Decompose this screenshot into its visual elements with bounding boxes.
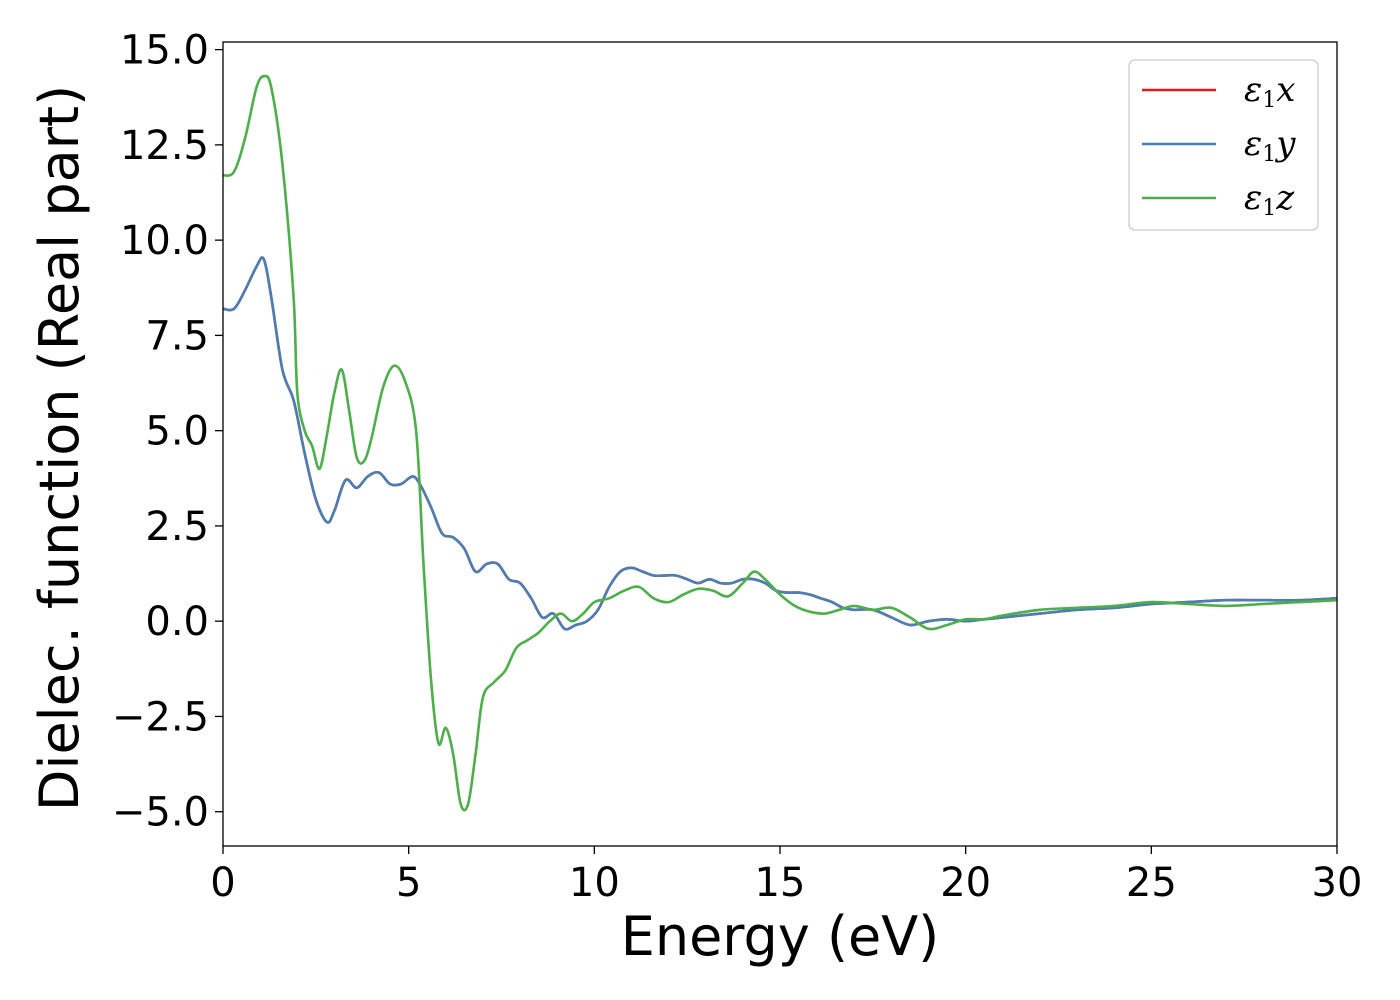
series-layer xyxy=(223,74,1337,812)
y-tick-label: −2.5 xyxy=(112,694,209,740)
legend: ε1x ε1y ε1z xyxy=(1128,59,1319,231)
x-axis-ticks: 0 5 10 15 20 25 30 xyxy=(210,846,1362,906)
x-tick-label: 10 xyxy=(569,860,620,906)
series-line-y xyxy=(223,256,1337,631)
x-tick-label: 15 xyxy=(755,860,806,906)
y-tick-label: 5.0 xyxy=(145,409,209,455)
legend-entry-x: ε1x xyxy=(1244,70,1295,113)
series-line-z xyxy=(223,74,1337,812)
x-tick-label: 25 xyxy=(1126,860,1177,906)
x-axis-label: Energy (eV) xyxy=(621,905,940,968)
x-tick-label: 30 xyxy=(1312,860,1363,906)
y-tick-label: 0.0 xyxy=(145,599,209,645)
legend-entry-z: ε1z xyxy=(1244,178,1295,221)
y-tick-label: −5.0 xyxy=(112,790,209,836)
legend-box xyxy=(1128,59,1319,231)
y-axis-label: Dielec. function (Real part) xyxy=(28,85,91,811)
y-axis-ticks: −5.0 −2.5 0.0 2.5 5.0 7.5 10.0 12.5 15.0 xyxy=(112,28,223,836)
x-tick-label: 0 xyxy=(210,860,235,906)
y-tick-label: 12.5 xyxy=(120,123,209,169)
y-tick-label: 15.0 xyxy=(120,28,209,74)
x-tick-label: 5 xyxy=(396,860,421,906)
y-tick-label: 10.0 xyxy=(120,218,209,264)
legend-entry-y: ε1y xyxy=(1244,124,1296,167)
y-tick-label: 2.5 xyxy=(145,504,209,550)
x-tick-label: 20 xyxy=(940,860,991,906)
y-tick-label: 7.5 xyxy=(145,313,209,359)
